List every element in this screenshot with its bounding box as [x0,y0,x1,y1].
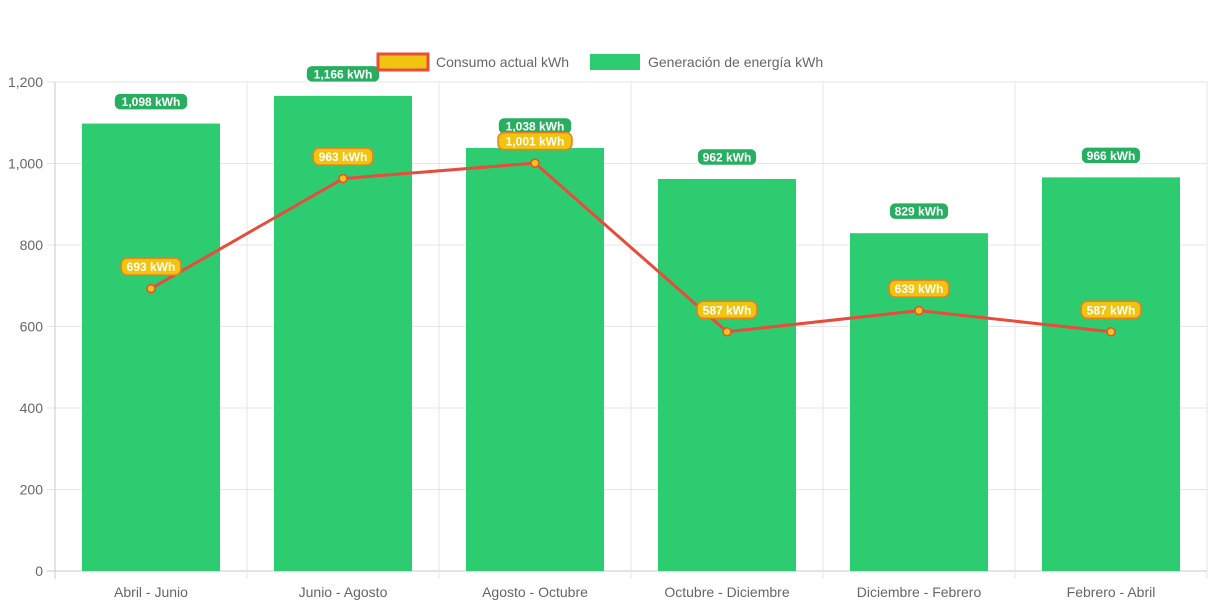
line-point[interactable] [722,327,732,337]
line-value-label: 963 kWh [312,147,374,166]
line-value-label: 587 kWh [696,300,758,320]
bar[interactable] [82,123,220,571]
line-value-label: 639 kWh [888,279,950,298]
bar-value-label: 829 kWh [888,201,950,221]
axes: 0 200 400 600 800 1,000 1,200 Abril - Junio Juni… [8,74,1155,600]
x-tick-label: Febrero - Abril [1067,584,1156,600]
bar-series [82,95,1180,572]
line-value-label: 1,001 kWh [497,131,573,151]
y-tick-label: 1,200 [8,74,43,90]
x-tick-label: Diciembre - Febrero [857,584,982,600]
bar[interactable] [466,148,604,571]
bar-value-label: 1,098 kWh [113,92,189,111]
data-labels: 1,098 kWh 1,166 kWh 1,038 kWh 962 kWh 829 kW… [113,64,1142,320]
x-tick-label: Abril - Junio [114,584,188,600]
line-value-label-text: 639 kWh [895,282,944,296]
bar-value-label: 966 kWh [1080,146,1142,165]
line-value-label-text: 587 kWh [1087,303,1136,317]
line-value-label: 693 kWh [120,257,182,276]
line-value-label-background [696,300,758,320]
line-point[interactable] [146,283,156,294]
line-value-label-background [120,257,182,276]
y-tick-label: 400 [20,400,44,416]
bar-value-label-text: 829 kWh [895,205,944,219]
bar-value-label: 1,166 kWh [305,64,381,84]
x-tick-label: Junio - Agosto [299,584,388,600]
line-value-label-background [312,147,374,166]
line-series [146,158,1116,337]
line-value-label-text: 693 kWh [127,260,176,274]
y-tick-label: 600 [20,319,44,335]
bar-value-label-text: 962 kWh [703,150,752,164]
legend-item-consumo[interactable]: Consumo actual kWh [376,52,569,72]
bar-value-label: 962 kWh [696,147,758,167]
bar-value-label-text: 1,166 kWh [314,67,373,81]
bar-value-label-background [1080,146,1142,165]
y-tick-label: 800 [20,237,44,253]
line-value-label-text: 587 kWh [703,303,752,317]
line-value-label-background [888,279,950,298]
bar-value-label-text: 1,098 kWh [122,95,181,109]
y-tick-label: 200 [20,482,44,498]
grid [47,81,1208,579]
line-point[interactable] [530,158,540,168]
y-tick-label: 1,000 [8,156,43,172]
line-value-label-text: 963 kWh [319,150,368,164]
bar[interactable] [274,95,412,571]
legend-swatch-consumo [376,52,430,72]
legend-label-consumo: Consumo actual kWh [436,54,569,70]
line-value-label-background [497,131,573,151]
line-value-label: 587 kWh [1080,300,1142,320]
line-point[interactable] [338,173,348,184]
bar-value-label-background [113,92,189,111]
bar-value-label-background [888,201,950,221]
bar[interactable] [658,178,796,572]
x-tick-label: Agosto - Octubre [482,584,588,600]
bar-value-label-background [305,64,381,84]
legend-label-generacion: Generación de energía kWh [648,54,823,70]
bar-value-label-text: 966 kWh [1087,149,1136,163]
x-tick-label: Octubre - Diciembre [664,584,789,600]
line-point[interactable] [914,305,924,316]
bar-value-label-text: 1,038 kWh [506,120,565,134]
line-value-label-text: 1,001 kWh [506,135,565,149]
line-value-label-background [1080,300,1142,320]
legend-item-generacion[interactable]: Generación de energía kWh [590,54,823,70]
bar-value-label-background [696,147,758,167]
y-tick-label: 0 [35,563,43,579]
bar[interactable] [1042,177,1180,572]
legend: Consumo actual kWh Generación de energía… [376,52,823,72]
legend-swatch-generacion [590,54,640,70]
line-point[interactable] [1106,327,1116,337]
line-path [150,161,1112,334]
